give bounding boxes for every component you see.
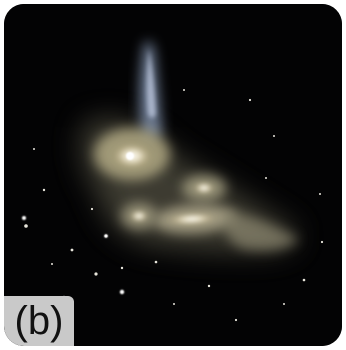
galaxy-group-image	[4, 4, 342, 346]
galaxy-image-panel: (b)	[4, 4, 342, 346]
panel-label: (b)	[4, 296, 74, 346]
